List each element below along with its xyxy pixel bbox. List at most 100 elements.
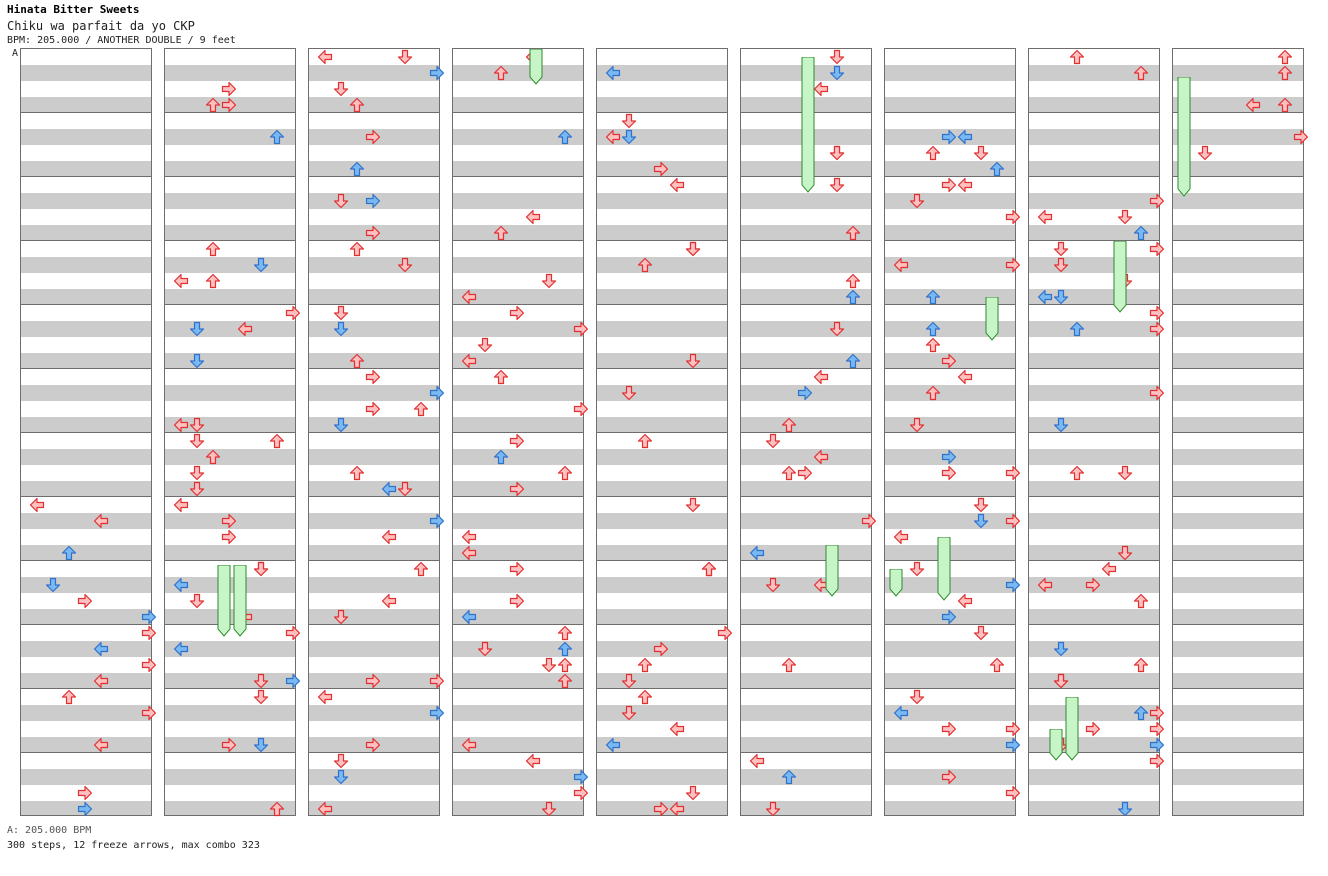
right-arrow-icon (509, 481, 525, 497)
measure-line (1029, 496, 1159, 497)
right-arrow-icon (941, 449, 957, 465)
right-arrow-icon (365, 193, 381, 209)
left-arrow-icon (317, 49, 333, 65)
left-arrow-icon (1037, 289, 1053, 305)
down-arrow-icon (1053, 257, 1069, 273)
left-arrow-icon (93, 673, 109, 689)
down-arrow-icon (621, 705, 637, 721)
right-arrow-icon (1149, 721, 1165, 737)
down-arrow-icon (189, 593, 205, 609)
left-arrow-icon (893, 529, 909, 545)
up-arrow-icon (701, 561, 717, 577)
freeze-arrow (937, 537, 951, 601)
measure-line (309, 176, 439, 177)
measure-line (1173, 304, 1303, 305)
down-arrow-icon (189, 433, 205, 449)
right-arrow-icon (1005, 785, 1021, 801)
up-arrow-icon (1277, 65, 1293, 81)
down-arrow-icon (829, 177, 845, 193)
measure-line (1173, 368, 1303, 369)
down-arrow-icon (973, 497, 989, 513)
right-arrow-icon (365, 673, 381, 689)
down-arrow-icon (829, 145, 845, 161)
down-arrow-icon (397, 257, 413, 273)
measure-line (453, 688, 583, 689)
measure-line (597, 432, 727, 433)
right-arrow-icon (1149, 385, 1165, 401)
up-arrow-icon (349, 465, 365, 481)
up-arrow-icon (845, 273, 861, 289)
measure-line (165, 496, 295, 497)
right-arrow-icon (141, 705, 157, 721)
down-arrow-icon (765, 433, 781, 449)
chart-column (164, 48, 301, 817)
up-arrow-icon (1133, 593, 1149, 609)
left-arrow-icon (461, 289, 477, 305)
measure-line (1173, 560, 1303, 561)
measure-line (1029, 752, 1159, 753)
down-arrow-icon (685, 241, 701, 257)
up-arrow-icon (493, 225, 509, 241)
measure-line (309, 112, 439, 113)
up-arrow-icon (1277, 97, 1293, 113)
measure-line (21, 304, 151, 305)
up-arrow-icon (1133, 225, 1149, 241)
right-arrow-icon (653, 641, 669, 657)
down-arrow-icon (333, 769, 349, 785)
measure-line (885, 176, 1015, 177)
measure-line (1173, 432, 1303, 433)
down-arrow-icon (253, 689, 269, 705)
down-arrow-icon (1053, 289, 1069, 305)
measure-line (885, 240, 1015, 241)
right-arrow-icon (941, 465, 957, 481)
up-arrow-icon (557, 657, 573, 673)
down-arrow-icon (829, 65, 845, 81)
measure-line (597, 304, 727, 305)
down-arrow-icon (333, 609, 349, 625)
left-arrow-icon (461, 545, 477, 561)
footer-bpm: A: 205.000 BPM (7, 825, 92, 836)
measure-line (21, 496, 151, 497)
measure-line (741, 368, 871, 369)
measure-line (453, 240, 583, 241)
measure-line (1173, 624, 1303, 625)
measure-line (309, 560, 439, 561)
down-arrow-icon (685, 785, 701, 801)
measure-line (165, 368, 295, 369)
right-arrow-icon (429, 513, 445, 529)
chart-column (740, 48, 877, 817)
left-arrow-icon (605, 129, 621, 145)
chart-title: Hinata Bitter Sweets (7, 3, 140, 16)
measure-line (885, 368, 1015, 369)
up-arrow-icon (637, 689, 653, 705)
up-arrow-icon (205, 97, 221, 113)
up-arrow-icon (925, 145, 941, 161)
right-arrow-icon (285, 625, 301, 641)
measure-line (21, 368, 151, 369)
up-arrow-icon (1133, 65, 1149, 81)
measure-line (885, 432, 1015, 433)
left-arrow-icon (749, 753, 765, 769)
down-arrow-icon (973, 513, 989, 529)
right-arrow-icon (429, 65, 445, 81)
right-arrow-icon (1085, 721, 1101, 737)
measure-line (309, 304, 439, 305)
right-arrow-icon (77, 593, 93, 609)
right-arrow-icon (365, 129, 381, 145)
down-arrow-icon (253, 561, 269, 577)
left-arrow-icon (1101, 561, 1117, 577)
up-arrow-icon (269, 801, 285, 817)
right-arrow-icon (1005, 577, 1021, 593)
up-arrow-icon (781, 465, 797, 481)
down-arrow-icon (765, 577, 781, 593)
right-arrow-icon (77, 801, 93, 817)
left-arrow-icon (749, 545, 765, 561)
measure-line (1029, 368, 1159, 369)
up-arrow-icon (493, 65, 509, 81)
measure-line (21, 176, 151, 177)
left-arrow-icon (893, 257, 909, 273)
up-arrow-icon (1277, 49, 1293, 65)
left-arrow-icon (173, 273, 189, 289)
left-arrow-icon (669, 721, 685, 737)
measure-line (1173, 752, 1303, 753)
